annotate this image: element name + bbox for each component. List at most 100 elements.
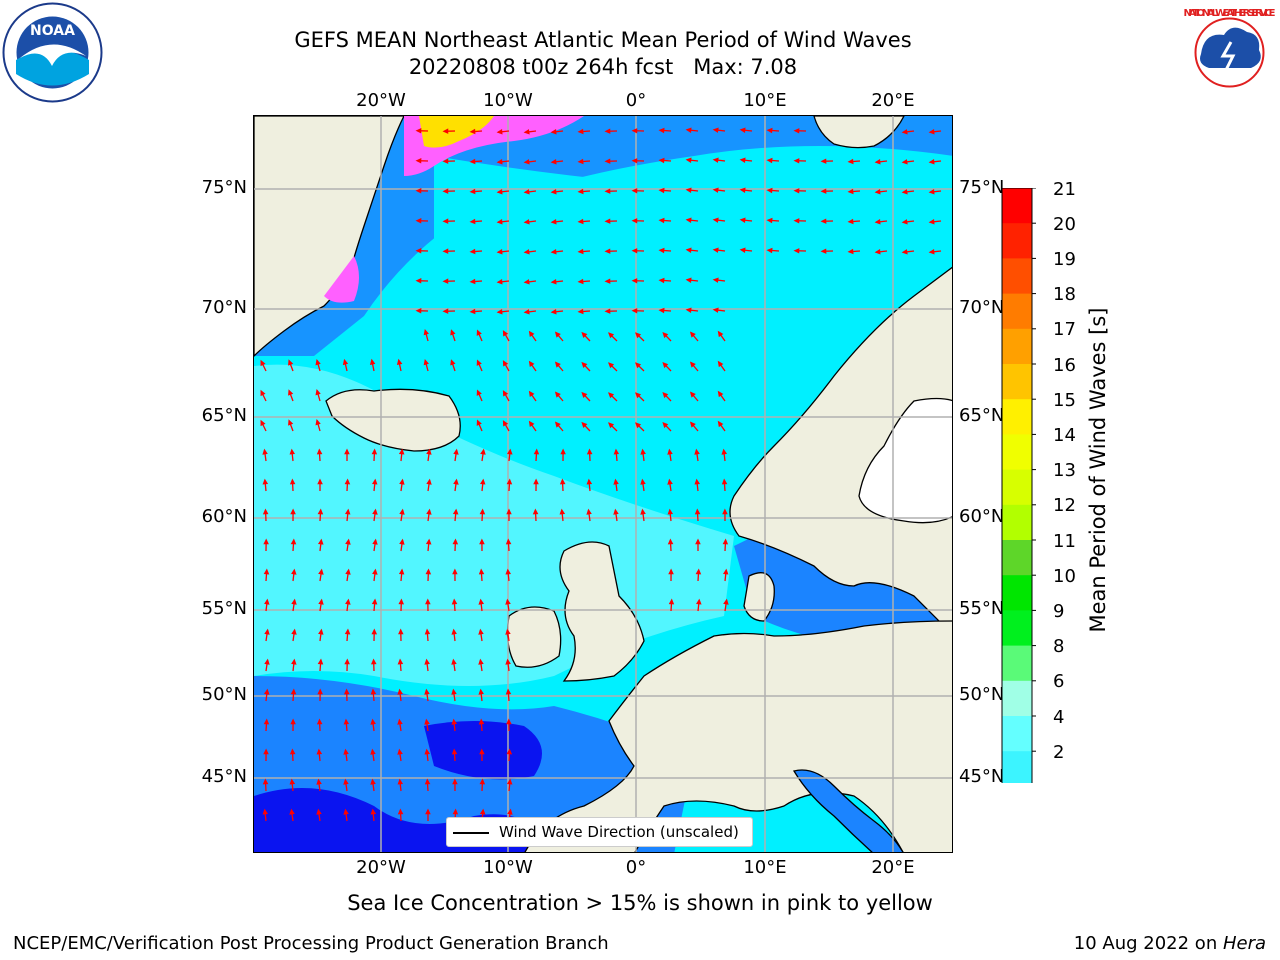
wave-direction-arrowhead <box>523 129 530 135</box>
wave-direction-arrowhead <box>717 420 724 428</box>
wave-direction-arrowhead <box>478 658 484 665</box>
wave-direction-arrowhead <box>506 718 512 725</box>
wave-direction-arrowhead <box>604 188 611 194</box>
wave-direction-arrowhead <box>345 538 351 545</box>
wave-direction-arrowhead <box>901 249 908 255</box>
lat-tick-right: 50°N <box>959 684 1005 705</box>
wave-direction-arrowhead <box>288 419 294 426</box>
wave-direction-arrowhead <box>318 628 324 635</box>
wave-direction-arrowhead <box>344 448 350 455</box>
wave-direction-arrowhead <box>505 598 511 605</box>
wave-direction-arrowhead <box>398 598 405 605</box>
wave-direction-arrowhead <box>506 748 513 755</box>
wave-direction-arrowhead <box>399 478 405 485</box>
wave-direction-arrowhead <box>608 392 615 399</box>
wave-direction-arrowhead <box>370 808 377 815</box>
wave-direction-arrowhead <box>820 158 827 164</box>
wave-direction-arrowhead <box>496 218 503 225</box>
footer-machine: Hera <box>1222 933 1266 954</box>
wave-direction-arrowhead <box>264 658 270 665</box>
wave-direction-arrowhead <box>424 778 431 785</box>
wave-direction-arrowhead <box>586 478 593 485</box>
wave-direction-arrowhead <box>450 329 456 336</box>
wave-direction-arrowhead <box>317 688 323 695</box>
wave-direction-arrowhead <box>369 358 376 365</box>
wave-direction-arrowhead <box>847 188 854 195</box>
colorbar-tick: 13 <box>1053 460 1076 481</box>
wave-direction-arrowhead <box>262 778 269 785</box>
wave-direction-arrowhead <box>631 308 638 314</box>
wave-direction-arrowhead <box>370 748 376 755</box>
colorbar-tick: 21 <box>1053 179 1076 200</box>
wave-direction-arrowhead <box>290 538 297 545</box>
wave-direction-arrowhead <box>631 248 638 254</box>
noaa-logo: NOAA <box>2 2 103 103</box>
wave-direction-arrowhead <box>554 331 561 338</box>
wave-direction-arrowhead <box>712 217 719 223</box>
lon-tick-top: 20°W <box>356 90 406 111</box>
wave-direction-arrowhead <box>523 159 530 165</box>
lon-tick-top: 10°W <box>483 90 533 111</box>
colorbar-tick: 6 <box>1053 671 1065 692</box>
wave-direction-arrowhead <box>928 158 935 165</box>
wave-direction-arrowhead <box>722 508 728 515</box>
wave-direction-arrowhead <box>577 278 584 285</box>
wave-direction-arrowhead <box>496 308 503 315</box>
wave-direction-arrowhead <box>453 448 459 455</box>
wave-direction-arrowhead <box>452 538 459 545</box>
wave-direction-arrowhead <box>874 158 881 165</box>
wave-direction-arrowhead <box>476 359 482 366</box>
land-svalbard <box>813 116 905 149</box>
wave-direction-arrowhead <box>613 448 620 455</box>
wave-direction-arrowhead <box>635 422 642 429</box>
wave-direction-arrowhead <box>766 127 773 134</box>
wave-direction-arrowhead <box>640 508 646 515</box>
legend-line-swatch <box>453 832 489 834</box>
lat-tick-left: 75°N <box>201 177 247 198</box>
wave-direction-arrowhead <box>342 358 349 366</box>
colorbar-segment <box>1002 575 1032 611</box>
wave-direction-arrowhead <box>343 718 350 725</box>
colorbar-segment <box>1002 223 1032 259</box>
ocean-deep-blue-biscay <box>424 721 542 780</box>
wave-direction-arrowhead <box>343 748 349 755</box>
wave-direction-arrowhead <box>874 218 881 225</box>
wave-direction-arrowhead <box>640 478 646 485</box>
wave-direction-arrowhead <box>608 422 615 429</box>
wave-direction-arrowhead <box>442 128 449 134</box>
wave-direction-arrowhead <box>345 568 351 575</box>
wave-direction-arrowhead <box>415 307 422 314</box>
wave-direction-arrowhead <box>289 748 296 755</box>
wave-direction-arrowhead <box>442 278 449 284</box>
wave-direction-arrowhead <box>506 448 513 455</box>
wave-direction-arrowhead <box>685 217 692 224</box>
wave-direction-arrowhead <box>469 248 476 255</box>
wave-direction-arrowhead <box>559 508 566 515</box>
nws-ring-text: NATIONAL WEATHER SERVICE <box>1184 8 1276 19</box>
wave-direction-arrowhead <box>928 128 935 135</box>
wave-direction-arrowhead <box>507 808 513 815</box>
wave-direction-arrowhead <box>442 308 449 314</box>
wave-direction-arrowhead <box>496 188 503 195</box>
wave-direction-arrowhead <box>640 448 646 455</box>
wave-direction-arrowhead <box>658 217 665 224</box>
colorbar-segment <box>1002 751 1032 787</box>
wave-direction-arrowhead <box>424 718 430 725</box>
wave-direction-arrowhead <box>689 331 696 338</box>
wave-direction-arrowhead <box>722 538 729 545</box>
colorbar-tick: 11 <box>1053 531 1076 552</box>
map-panel: Wind Wave Direction (unscaled) <box>253 115 953 853</box>
wave-direction-arrowhead <box>528 390 535 398</box>
wave-direction-arrowhead <box>371 628 378 635</box>
wave-direction-arrowhead <box>372 508 378 515</box>
wave-direction-arrowhead <box>766 247 773 254</box>
wave-direction-arrowhead <box>528 420 535 428</box>
wave-direction-arrowhead <box>505 538 512 545</box>
wave-direction-arrowhead <box>316 448 323 455</box>
wave-direction-arrowhead <box>415 187 422 194</box>
wave-direction-arrowhead <box>586 448 593 455</box>
wave-direction-arrowhead <box>264 628 270 635</box>
wave-direction-arrowhead <box>502 360 509 367</box>
wave-direction-arrowhead <box>415 247 422 254</box>
wave-direction-arrowhead <box>469 128 476 135</box>
